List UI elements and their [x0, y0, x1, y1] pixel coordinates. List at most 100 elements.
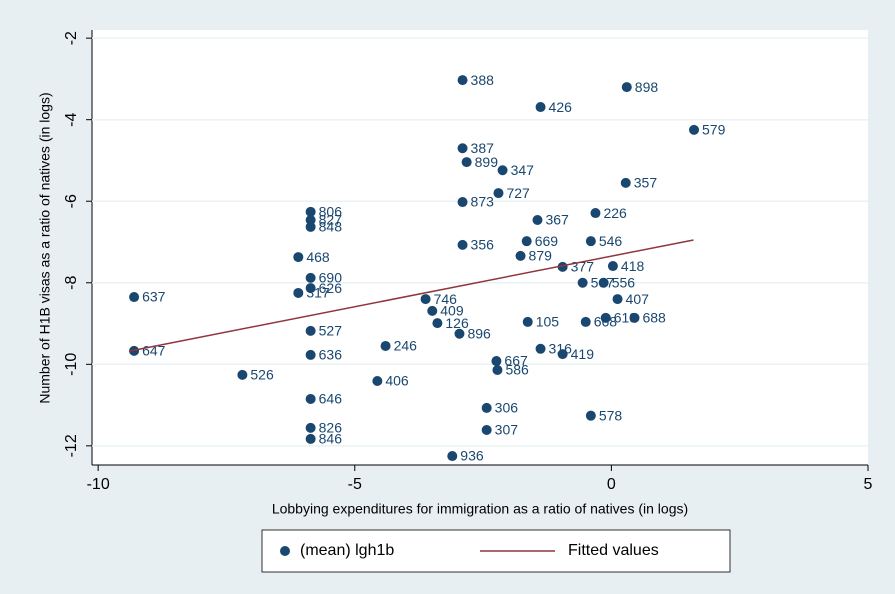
point — [293, 252, 304, 263]
point-label: 526 — [250, 367, 274, 383]
point — [522, 316, 533, 327]
point-label: 626 — [319, 280, 343, 296]
point — [457, 143, 468, 154]
point-label: 307 — [495, 422, 519, 438]
y-tick-label: -4 — [63, 112, 80, 126]
y-axis-title: Number of H1B visas as a ratio of native… — [37, 92, 53, 403]
point — [481, 402, 492, 413]
point-label: 556 — [612, 274, 636, 290]
point-label: 419 — [571, 346, 595, 362]
point-label: 936 — [460, 448, 484, 464]
point — [457, 75, 468, 86]
point — [305, 221, 316, 232]
point-label: 746 — [434, 291, 458, 307]
x-tick-label: -5 — [348, 476, 362, 493]
x-tick-label: 5 — [864, 476, 873, 493]
point-label: 347 — [511, 162, 535, 178]
point — [612, 294, 623, 305]
point-label: 668 — [594, 314, 618, 330]
point-label: 826 — [319, 420, 343, 436]
point-label: 879 — [529, 248, 553, 264]
point-label: 578 — [599, 407, 623, 423]
point-label: 226 — [603, 205, 627, 221]
point — [305, 272, 316, 283]
point — [447, 451, 458, 462]
point-label: 418 — [621, 258, 645, 274]
point-label: 898 — [635, 79, 659, 95]
point — [515, 250, 526, 261]
point — [590, 208, 601, 219]
legend-label: (mean) lgh1b — [300, 542, 394, 559]
point-label: 619 — [614, 310, 638, 326]
point-label: 546 — [599, 233, 623, 249]
point-label: 667 — [504, 353, 528, 369]
point-label: 306 — [495, 400, 519, 416]
point-label: 567 — [591, 274, 615, 290]
point-label: 636 — [319, 347, 343, 363]
point-label: 527 — [319, 323, 343, 339]
point-label: 806 — [319, 204, 343, 220]
point — [305, 422, 316, 433]
point-label: 727 — [506, 185, 530, 201]
x-axis-title: Lobbying expenditures for immigration as… — [272, 501, 688, 517]
point-label: 468 — [306, 249, 330, 265]
point — [585, 236, 596, 247]
point — [689, 124, 700, 135]
y-tick-label: -12 — [63, 434, 80, 457]
point-label: 126 — [445, 315, 469, 331]
point — [620, 177, 631, 188]
point — [629, 312, 640, 323]
point — [600, 312, 611, 323]
point — [491, 356, 502, 367]
point — [305, 393, 316, 404]
point — [129, 292, 140, 303]
point-label: 848 — [319, 219, 343, 235]
point — [293, 287, 304, 298]
point — [598, 277, 609, 288]
point — [372, 376, 383, 387]
point — [432, 318, 443, 329]
point-label: 409 — [440, 303, 464, 319]
point-label: 356 — [471, 237, 495, 253]
point-label: 426 — [549, 99, 573, 115]
point — [607, 261, 618, 272]
point-label: 896 — [467, 325, 491, 341]
point-label: 899 — [475, 154, 499, 170]
point — [457, 239, 468, 250]
point — [493, 188, 504, 199]
point-label: 388 — [471, 72, 495, 88]
point-label: 357 — [634, 175, 658, 191]
point — [305, 283, 316, 294]
x-tick-label: -10 — [87, 476, 110, 493]
point-label: 637 — [142, 289, 166, 305]
point — [521, 236, 532, 247]
legend-label: Fitted values — [568, 542, 659, 559]
legend-marker — [280, 546, 290, 556]
point-label: 669 — [535, 233, 559, 249]
point — [237, 369, 248, 380]
y-tick-label: -8 — [63, 276, 80, 290]
point — [580, 316, 591, 327]
point — [535, 343, 546, 354]
point-label: 586 — [505, 362, 529, 378]
point — [532, 214, 543, 225]
x-tick-label: 0 — [607, 476, 616, 493]
point — [305, 206, 316, 217]
point — [585, 410, 596, 421]
y-tick-label: -2 — [63, 31, 80, 45]
point — [577, 277, 588, 288]
point-label: 646 — [319, 391, 343, 407]
point-label: 873 — [471, 194, 495, 210]
point — [305, 349, 316, 360]
point-label: 105 — [536, 314, 560, 330]
point — [557, 261, 568, 272]
point — [461, 157, 472, 168]
point — [305, 325, 316, 336]
point-label: 688 — [642, 310, 666, 326]
point-label: 827 — [319, 212, 343, 228]
point — [481, 424, 492, 435]
plot-region — [92, 30, 868, 465]
point-label: 846 — [319, 431, 343, 447]
